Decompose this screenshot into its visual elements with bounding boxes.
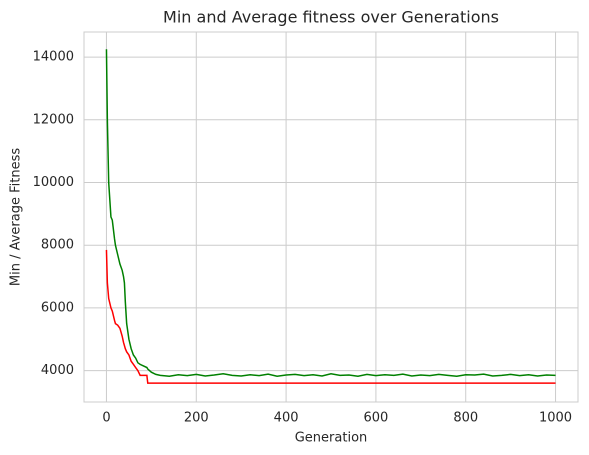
x-tick-label: 1000: [539, 411, 572, 426]
series-line: [105, 249, 556, 384]
y-tick-label: 12000: [33, 112, 74, 127]
x-axis-label: Generation: [295, 431, 368, 446]
plot-frame: [83, 31, 579, 403]
x-tick-label: 800: [453, 411, 478, 426]
y-tick-label: 4000: [41, 363, 74, 378]
y-tick-label: 6000: [41, 300, 74, 315]
x-tick-label: 400: [274, 411, 299, 426]
series-line: [105, 49, 556, 378]
y-tick-label: 8000: [41, 238, 74, 253]
y-tick-label: 10000: [33, 175, 74, 190]
x-tick-label: 600: [363, 411, 388, 426]
x-tick-label: 200: [184, 411, 209, 426]
y-tick-label: 14000: [33, 50, 74, 65]
y-axis-label: Min / Average Fitness: [9, 148, 24, 286]
chart-title: Min and Average fitness over Generations: [163, 8, 499, 27]
x-tick-label: 0: [102, 411, 110, 426]
